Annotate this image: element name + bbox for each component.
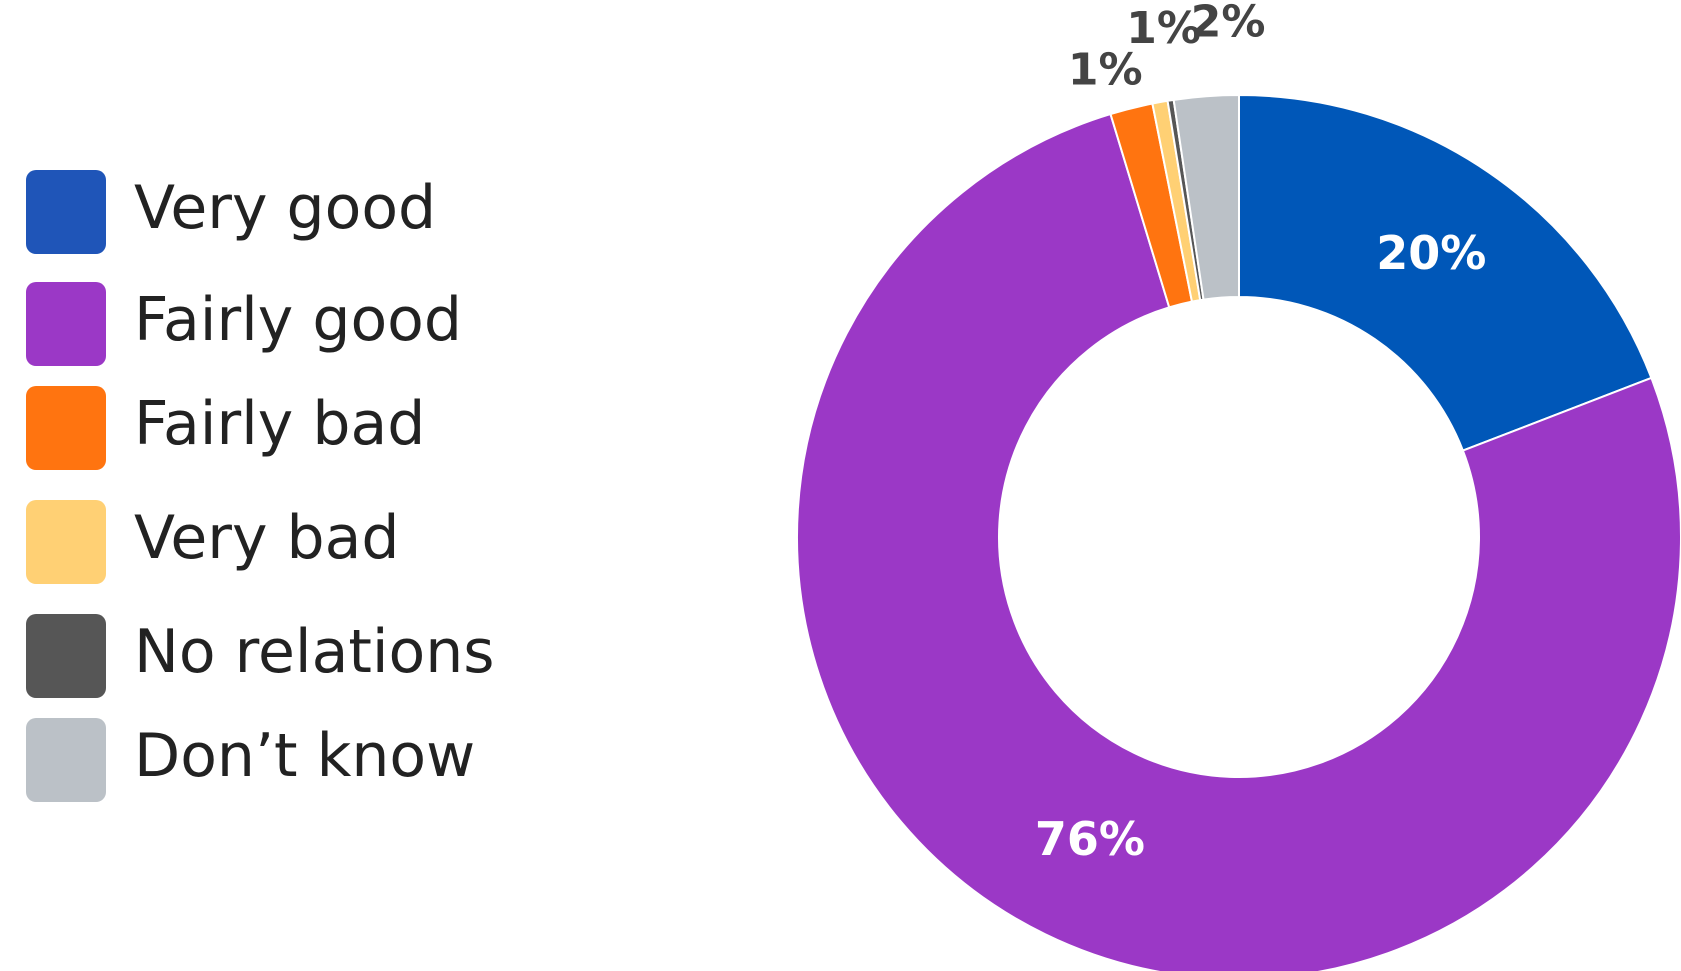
legend-item-very-bad: Very bad [26, 498, 586, 584]
legend-label-no-relations: No relations [134, 617, 495, 687]
value-label-very-bad: 1% [1126, 3, 1201, 54]
slice-dont-know [1172, 93, 1240, 301]
slice-very-good [1238, 93, 1653, 452]
value-label-fairly-good: 76% [1035, 812, 1145, 866]
legend-item-fairly-bad: Fairly bad [26, 384, 586, 470]
legend-item-very-good: Very good [26, 168, 586, 254]
legend-swatch-fairly-bad [26, 386, 106, 470]
legend-label-dont-know: Don’t know [134, 721, 476, 791]
value-label-fairly-bad: 1% [1068, 44, 1143, 95]
value-label-dont-know: 2% [1191, 0, 1266, 47]
legend-swatch-no-relations [26, 614, 106, 698]
legend-label-fairly-bad: Fairly bad [134, 389, 426, 459]
legend-label-fairly-good: Fairly good [134, 285, 462, 355]
value-label-very-good: 20% [1376, 226, 1486, 280]
legend-item-no-relations: No relations [26, 612, 586, 698]
legend-swatch-dont-know [26, 718, 106, 802]
legend-label-very-good: Very good [134, 173, 437, 243]
legend-label-very-bad: Very bad [134, 503, 400, 573]
legend-item-dont-know: Don’t know [26, 716, 586, 802]
legend-swatch-very-bad [26, 500, 106, 584]
legend-swatch-very-good [26, 170, 106, 254]
slice-fairly-good [796, 112, 1681, 971]
legend-swatch-fairly-good [26, 282, 106, 366]
legend-item-fairly-good: Fairly good [26, 280, 586, 366]
